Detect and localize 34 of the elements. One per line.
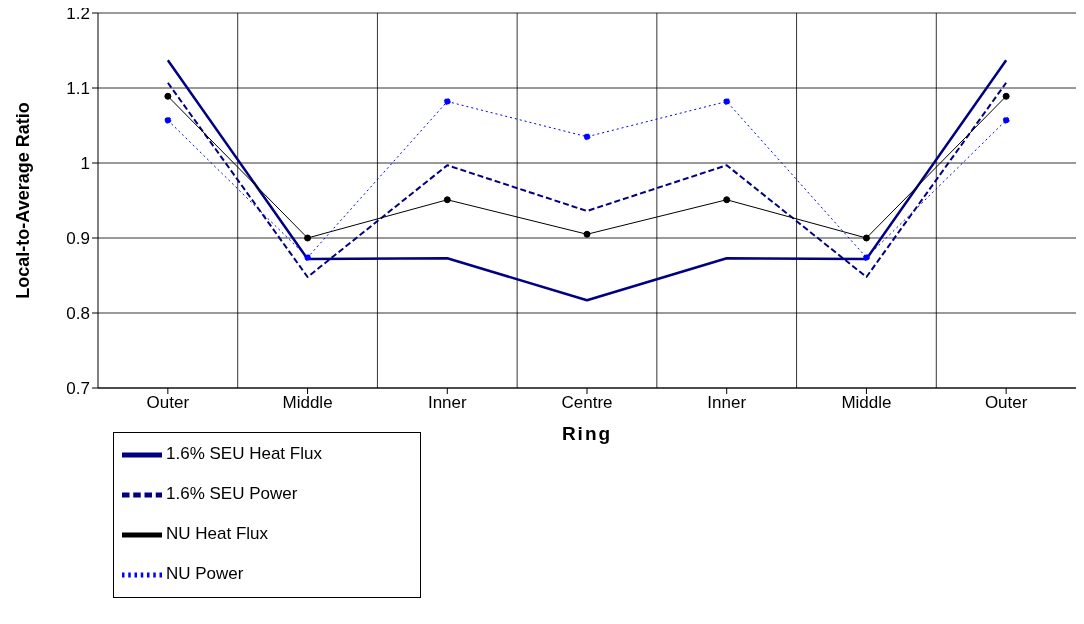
point <box>583 230 591 238</box>
point <box>443 98 451 105</box>
point <box>164 116 172 124</box>
y-tick-label: 1.1 <box>66 79 90 99</box>
y-tick-label: 0.9 <box>66 229 90 249</box>
x-axis-title: Ring <box>561 423 613 444</box>
point <box>862 254 870 261</box>
point <box>304 254 312 261</box>
point <box>1002 92 1010 100</box>
line-series <box>166 59 1008 302</box>
x-tick-label: Inner <box>707 393 747 413</box>
point <box>723 98 731 105</box>
y-tick-label: 0.7 <box>66 379 90 399</box>
x-tick-label: Outer <box>146 393 190 413</box>
legend-label: 1.6% SEU Power <box>166 484 298 504</box>
point <box>1002 116 1010 124</box>
x-tick-label: Middle <box>841 393 892 413</box>
point <box>862 234 870 242</box>
legend-label: NU Heat Flux <box>166 524 269 544</box>
x-tick-label: Outer <box>984 393 1028 413</box>
y-tick-label: 1.2 <box>66 4 90 24</box>
point <box>583 133 591 141</box>
x-tick-label: Middle <box>282 393 333 413</box>
point <box>304 234 312 242</box>
point <box>164 92 172 100</box>
x-tick-label: Inner <box>427 393 467 413</box>
y-tick-label: 0.8 <box>66 304 90 324</box>
legend-label: NU Power <box>166 564 244 584</box>
y-tick-label: 1 <box>80 154 90 174</box>
point <box>723 196 731 204</box>
x-tick-label: Centre <box>561 393 613 413</box>
y-axis-title: Local-to-Average Ratio <box>13 102 34 299</box>
point <box>443 196 451 204</box>
legend-label: 1.6% SEU Heat Flux <box>166 444 322 464</box>
